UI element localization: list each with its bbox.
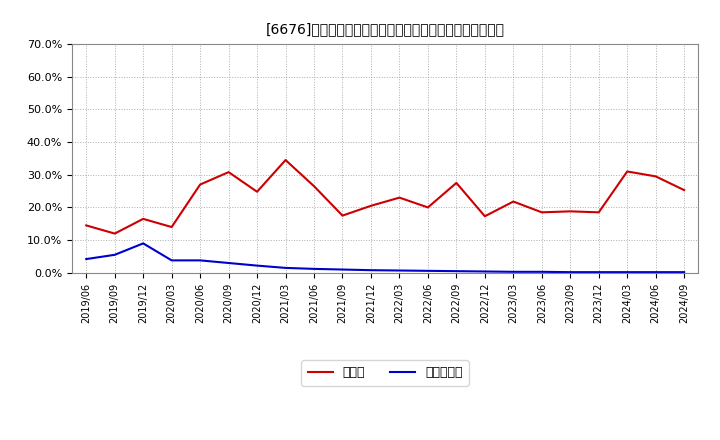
有利子負債 [652, 270, 660, 275]
有利子負債 [82, 257, 91, 262]
現須金 [680, 187, 688, 193]
有利子負債 [537, 269, 546, 275]
現須金 [537, 210, 546, 215]
有利子負債 [167, 258, 176, 263]
現須金 [225, 169, 233, 175]
有利子負債 [196, 258, 204, 263]
有利子負債 [110, 252, 119, 257]
現須金 [566, 209, 575, 214]
有利子負債 [423, 268, 432, 274]
現須金 [139, 216, 148, 221]
現須金 [509, 199, 518, 204]
Line: 有利子負債: 有利子負債 [86, 243, 684, 272]
有利子負債 [623, 270, 631, 275]
有利子負債 [595, 270, 603, 275]
有利子負債 [509, 269, 518, 275]
現須金 [595, 210, 603, 215]
Title: [6676]　現須金、有利子負債の総資産に対する比率の推移: [6676] 現須金、有利子負債の総資産に対する比率の推移 [266, 22, 505, 36]
現須金 [423, 205, 432, 210]
有利子負債 [566, 270, 575, 275]
現須金 [366, 203, 375, 209]
現須金 [623, 169, 631, 174]
有利子負債 [310, 266, 318, 271]
現須金 [452, 180, 461, 186]
現須金 [196, 182, 204, 187]
現須金 [310, 183, 318, 189]
Line: 現須金: 現須金 [86, 160, 684, 234]
現須金 [480, 213, 489, 219]
Legend: 現須金, 有利子負債: 現須金, 有利子負債 [302, 360, 469, 385]
有利子負債 [225, 260, 233, 266]
有利子負債 [366, 268, 375, 273]
現須金 [82, 223, 91, 228]
有利子負債 [282, 265, 290, 271]
有利子負債 [395, 268, 404, 273]
有利子負債 [139, 241, 148, 246]
現須金 [338, 213, 347, 218]
現須金 [167, 224, 176, 230]
有利子負債 [480, 269, 489, 274]
有利子負債 [452, 268, 461, 274]
有利子負債 [253, 263, 261, 268]
現須金 [395, 195, 404, 200]
現須金 [282, 158, 290, 163]
有利子負債 [680, 270, 688, 275]
現須金 [253, 189, 261, 194]
現須金 [652, 174, 660, 179]
有利子負債 [338, 267, 347, 272]
現須金 [110, 231, 119, 236]
